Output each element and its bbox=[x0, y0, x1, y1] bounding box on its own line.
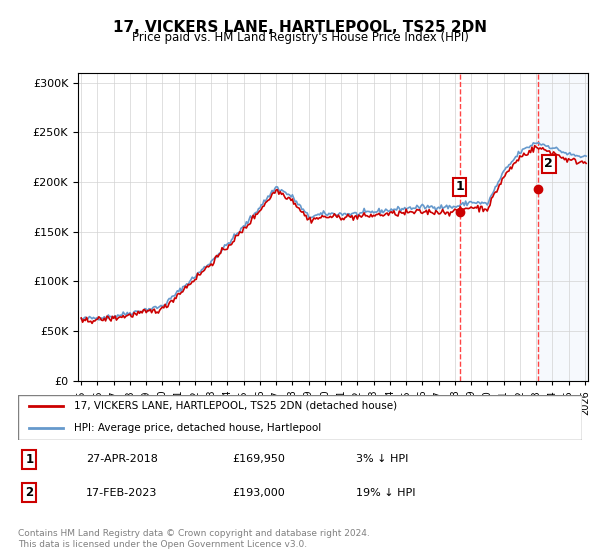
Text: £193,000: £193,000 bbox=[232, 488, 285, 498]
Text: £169,950: £169,950 bbox=[232, 454, 285, 464]
Bar bbox=[538, 73, 588, 381]
FancyBboxPatch shape bbox=[18, 395, 582, 440]
Text: 27-APR-2018: 27-APR-2018 bbox=[86, 454, 158, 464]
Text: HPI: Average price, detached house, Hartlepool: HPI: Average price, detached house, Hart… bbox=[74, 423, 322, 433]
Text: 19% ↓ HPI: 19% ↓ HPI bbox=[356, 488, 416, 498]
Text: 2: 2 bbox=[25, 486, 34, 500]
Text: 17-FEB-2023: 17-FEB-2023 bbox=[86, 488, 157, 498]
Text: 1: 1 bbox=[455, 180, 464, 193]
Text: 17, VICKERS LANE, HARTLEPOOL, TS25 2DN: 17, VICKERS LANE, HARTLEPOOL, TS25 2DN bbox=[113, 20, 487, 35]
Text: 1: 1 bbox=[25, 452, 34, 466]
Text: 17, VICKERS LANE, HARTLEPOOL, TS25 2DN (detached house): 17, VICKERS LANE, HARTLEPOOL, TS25 2DN (… bbox=[74, 401, 398, 411]
Text: Price paid vs. HM Land Registry's House Price Index (HPI): Price paid vs. HM Land Registry's House … bbox=[131, 31, 469, 44]
Text: 2: 2 bbox=[544, 157, 553, 170]
Text: Contains HM Land Registry data © Crown copyright and database right 2024.
This d: Contains HM Land Registry data © Crown c… bbox=[18, 529, 370, 549]
Text: 3% ↓ HPI: 3% ↓ HPI bbox=[356, 454, 409, 464]
